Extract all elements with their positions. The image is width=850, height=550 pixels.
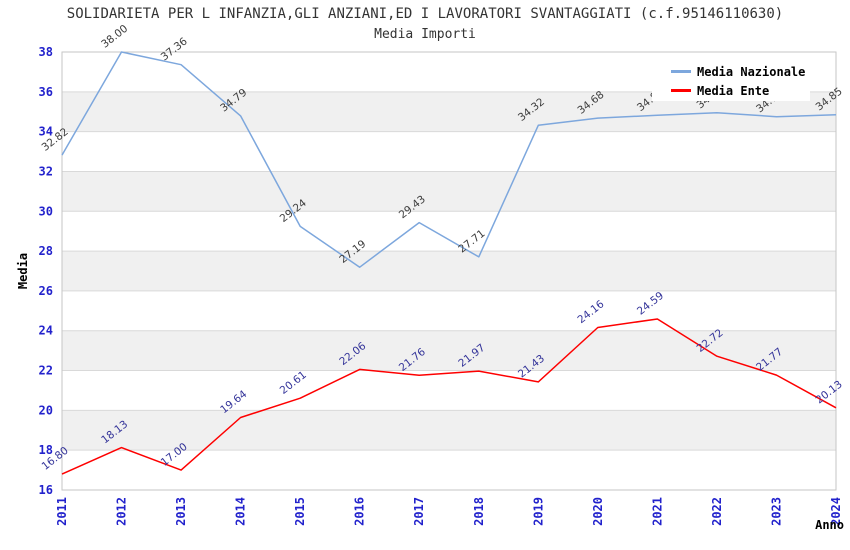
x-tick-label: 2017 (412, 497, 426, 526)
y-tick-label: 26 (39, 284, 53, 298)
plot-border (61, 51, 837, 491)
legend-box (652, 57, 810, 101)
x-tick-label: 2020 (591, 497, 605, 526)
chart-subtitle: Media Importi (374, 27, 476, 42)
y-tick-label: 32 (39, 164, 53, 178)
y-tick-label: 28 (39, 244, 53, 258)
plot-band (62, 211, 836, 252)
plot-band (62, 251, 836, 291)
data-point-label: 38.00 (99, 23, 130, 51)
x-tick-label: 2012 (115, 497, 129, 526)
plot-band (62, 450, 836, 490)
x-tick-label: 2021 (650, 497, 664, 526)
series-line-media-ente (61, 318, 837, 475)
legend-label: Media Ente (697, 84, 769, 98)
plot-band (62, 290, 836, 331)
chart-title: SOLIDARIETA PER L INFANZIA,GLI ANZIANI,E… (66, 6, 784, 22)
x-axis-title: Anno (815, 518, 844, 532)
y-tick-label: 30 (39, 204, 53, 218)
plot-band (62, 370, 836, 411)
x-tick-label: 2019 (531, 497, 545, 526)
x-tick-label: 2023 (769, 497, 783, 526)
x-tick-label: 2018 (472, 497, 486, 526)
x-tick-label: 2016 (353, 497, 367, 526)
x-tick-label: 2024 (829, 497, 843, 526)
x-tick-label: 2015 (293, 497, 307, 526)
y-tick-label: 18 (39, 443, 53, 457)
x-tick-label: 2014 (234, 497, 248, 526)
series-line-media-nazionale (61, 51, 837, 268)
y-tick-label: 34 (39, 125, 53, 139)
plot-band (62, 131, 836, 172)
x-tick-label: 2013 (174, 497, 188, 526)
legend-label: Media Nazionale (697, 65, 805, 79)
x-tick-label: 2022 (710, 497, 724, 526)
plot-band (62, 410, 836, 451)
y-tick-label: 22 (39, 364, 53, 378)
y-tick-label: 24 (39, 324, 53, 338)
y-axis-title: Media (16, 253, 30, 289)
y-tick-label: 20 (39, 403, 53, 417)
x-tick-label: 2011 (55, 497, 69, 526)
plot-band (62, 171, 836, 212)
y-tick-label: 36 (39, 85, 53, 99)
y-tick-label: 16 (39, 483, 53, 497)
y-tick-label: 38 (39, 45, 53, 59)
